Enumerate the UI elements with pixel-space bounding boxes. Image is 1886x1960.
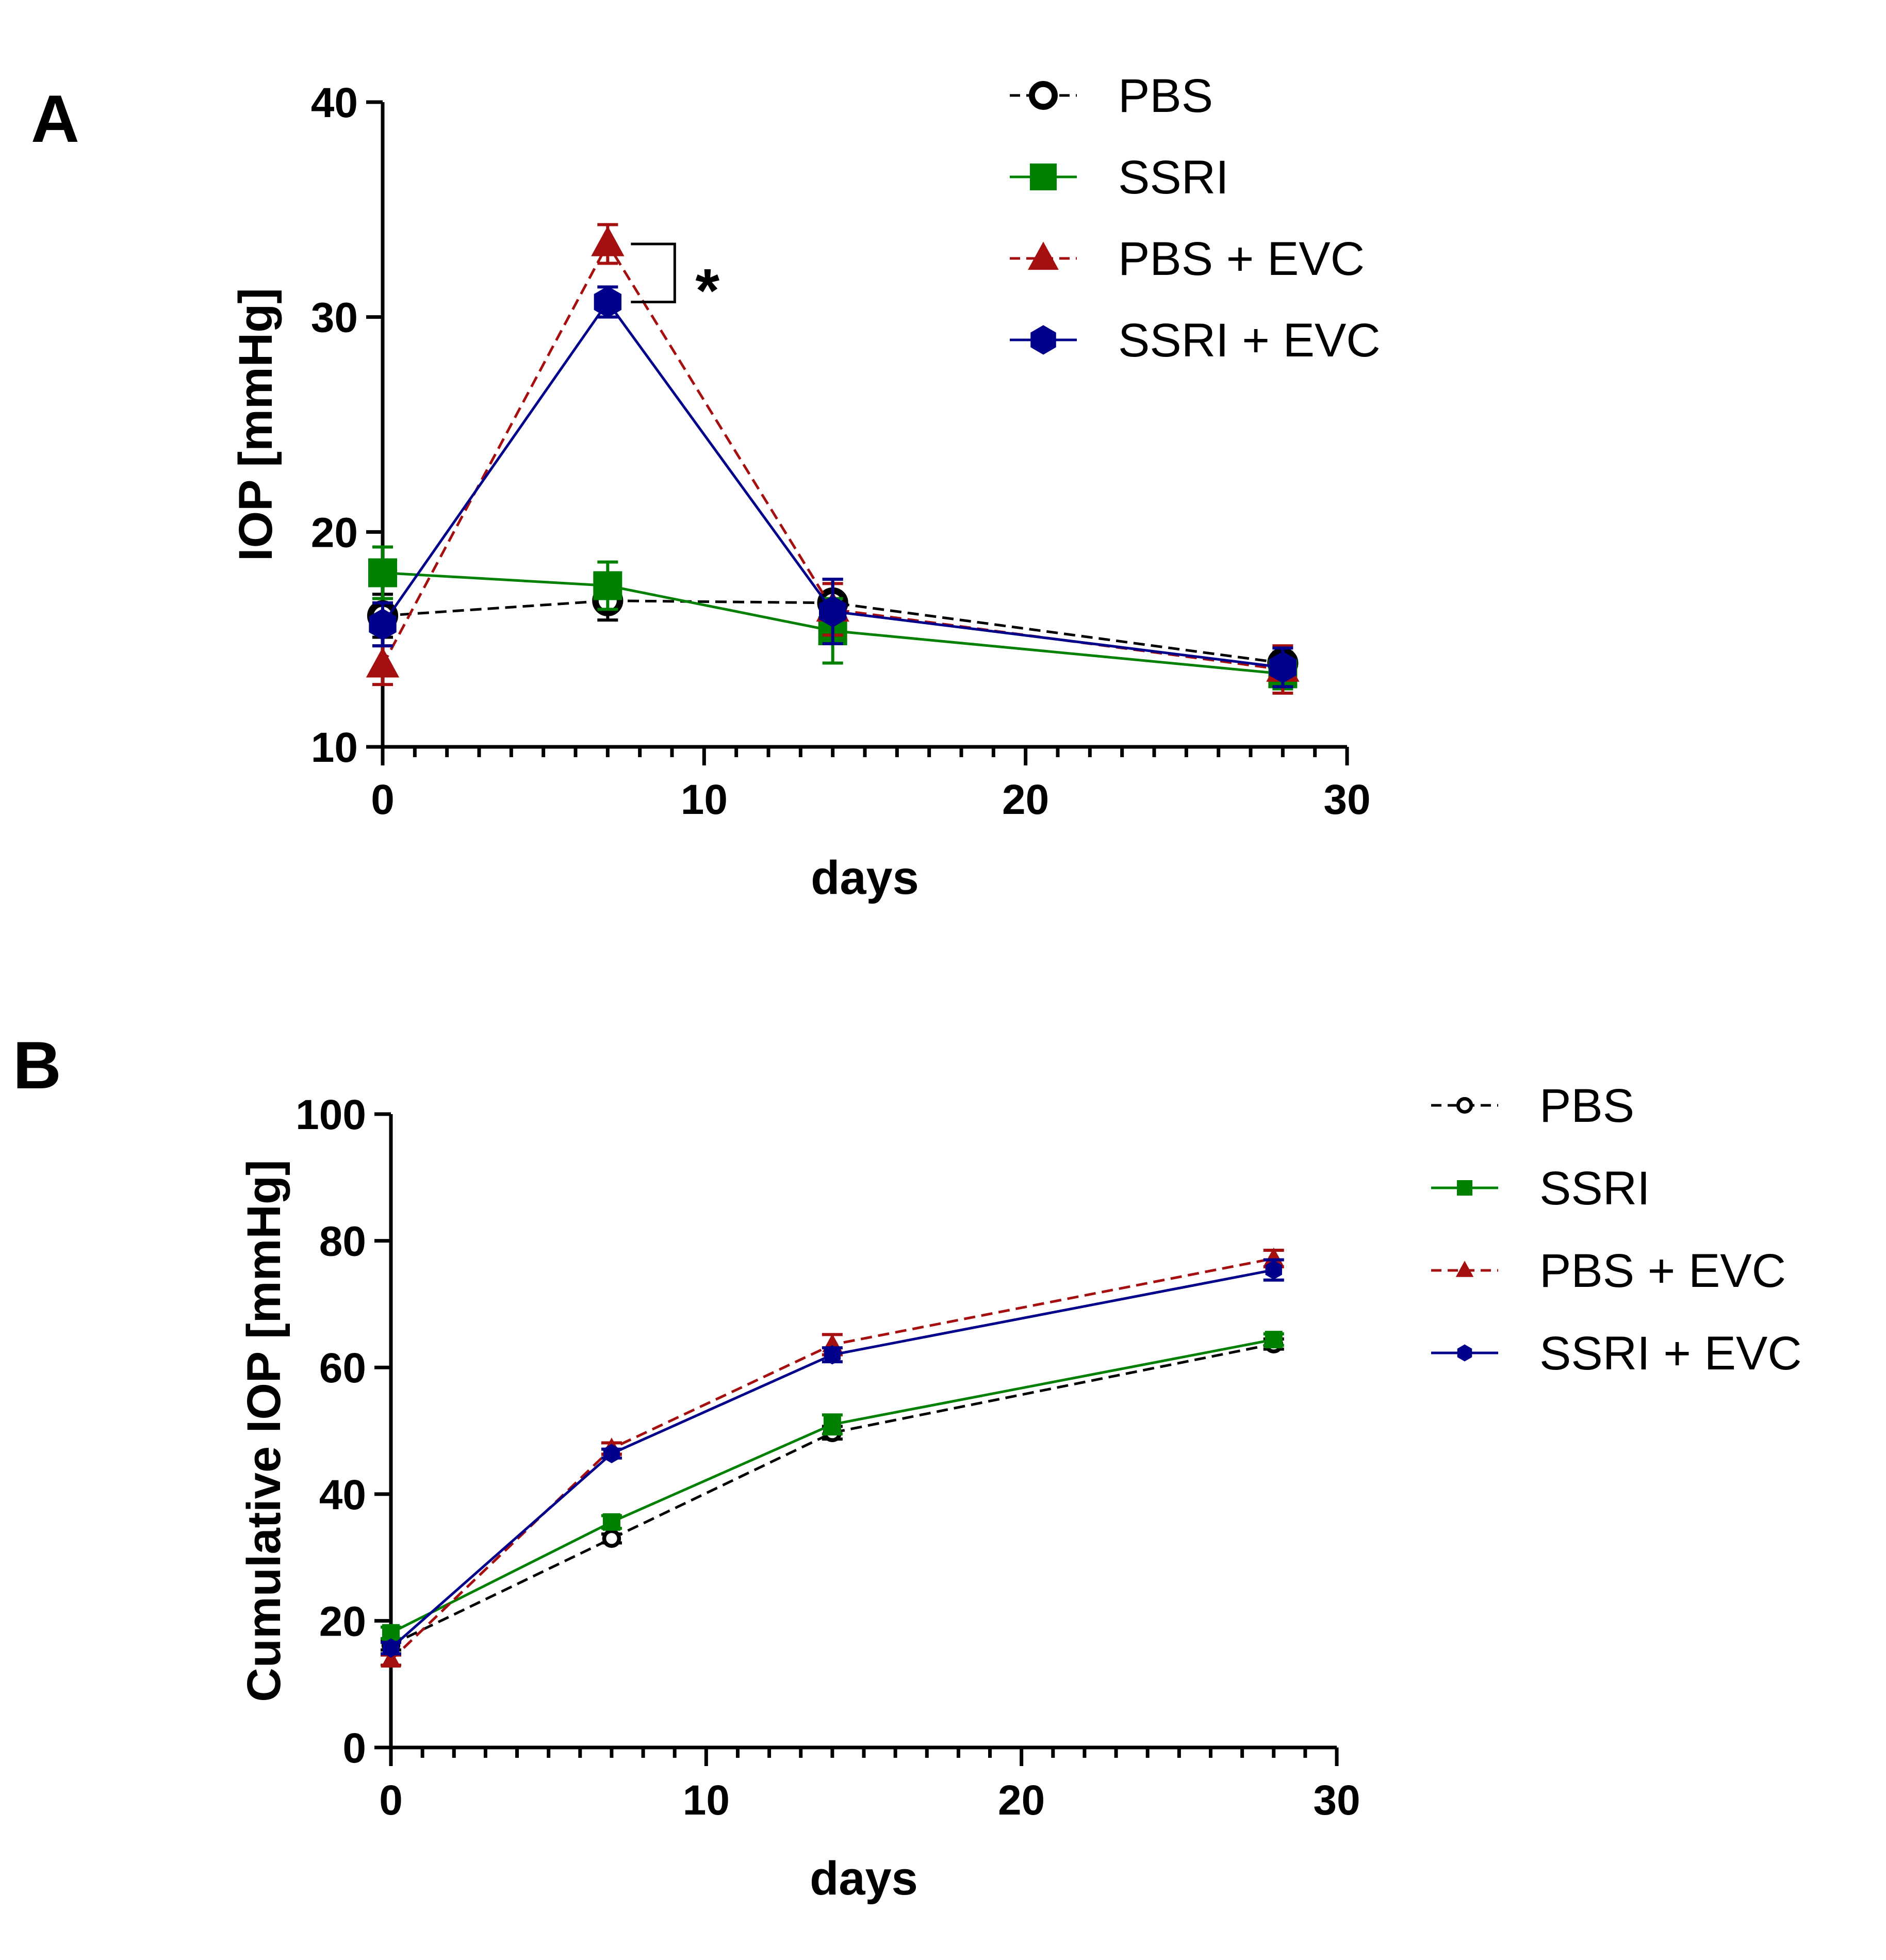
b-series-line <box>390 1343 1274 1646</box>
a-y-tick-label: 30 <box>311 295 358 341</box>
b-data-point <box>602 1529 621 1548</box>
chart-panel-b: 0 20 40 60 80 100 0 10 20 30 days Cumulative IOP [m… <box>238 1080 1802 1905</box>
a-series-line <box>381 300 1283 669</box>
a-series-line <box>382 571 1283 675</box>
b-legend-marker <box>1456 1097 1473 1114</box>
b-data-point <box>382 1638 400 1658</box>
b-x-tick-label: 30 <box>1313 1777 1360 1824</box>
a-data-point <box>593 571 622 600</box>
b-data-point <box>824 1345 841 1365</box>
a-legend-marker <box>1030 325 1056 355</box>
b-y-tick-label: 20 <box>319 1598 366 1645</box>
a-legend-marker <box>1028 241 1059 270</box>
b-data-point <box>1265 1331 1283 1349</box>
a-y-tick-label: 20 <box>311 509 358 556</box>
a-legend-marker <box>1029 81 1058 110</box>
b-data-point <box>1264 1247 1284 1266</box>
b-series-ssri <box>381 1331 1284 1642</box>
a-data-point <box>591 226 625 256</box>
b-legend-item-pbs: PBS <box>1431 1080 1634 1132</box>
b-legend-item-ssri-plus-evc: SSRI + EVC <box>1431 1327 1802 1380</box>
b-y-tick-label: 80 <box>319 1218 366 1265</box>
b-data-point <box>602 1513 620 1531</box>
b-x-tick-label: 10 <box>683 1777 730 1824</box>
a-legend-label: SSRI + EVC <box>1118 314 1381 367</box>
b-legend-label: SSRI <box>1539 1162 1650 1215</box>
b-series-line <box>390 1338 1274 1634</box>
b-x-axis-title: days <box>810 1852 918 1905</box>
b-series-line <box>390 1268 1274 1649</box>
b-y-tick-label: 40 <box>319 1472 366 1518</box>
b-data-point <box>1265 1260 1282 1280</box>
b-legend-marker <box>1457 1344 1472 1362</box>
a-series-line <box>382 599 1283 664</box>
b-legend-item-ssri: SSRI <box>1431 1162 1650 1215</box>
a-y-axis-title: IOP [mmHg] <box>229 288 282 561</box>
b-legend-label: SSRI + EVC <box>1539 1327 1802 1380</box>
b-data-point <box>823 1415 841 1433</box>
a-data-point <box>1269 651 1297 683</box>
b-series-pbs-plus-evc <box>381 1247 1284 1668</box>
a-data-point <box>594 286 622 318</box>
a-x-tick-label: 20 <box>1002 776 1049 823</box>
a-x-tick-label: 30 <box>1323 776 1370 823</box>
b-legend-label: PBS + EVC <box>1539 1245 1786 1297</box>
b-series-ssri-plus-evc <box>381 1258 1284 1658</box>
chart-panel-a: 10 20 30 40 0 10 20 30 days IOP [mmHg] PBS SSRI PBS … <box>229 70 1381 904</box>
a-legend-label: PBS + EVC <box>1118 233 1365 285</box>
a-data-point <box>368 558 397 587</box>
a-legend-label: PBS <box>1118 70 1213 122</box>
a-x-tick-label: 10 <box>681 776 728 823</box>
a-significance-marker: * <box>695 256 719 325</box>
b-x-tick-label: 0 <box>379 1777 403 1824</box>
a-series-line <box>381 241 1283 671</box>
a-legend-label: SSRI <box>1118 151 1229 204</box>
b-y-tick-label: 100 <box>296 1091 366 1138</box>
b-x-tick-label: 20 <box>998 1777 1045 1824</box>
b-legend-label: PBS <box>1539 1080 1634 1132</box>
b-data-point <box>381 1649 401 1668</box>
a-legend-item-ssri: SSRI <box>1010 151 1229 204</box>
a-legend-marker <box>1030 164 1057 190</box>
a-data-point <box>818 595 847 628</box>
a-y-tick-label: 10 <box>311 724 358 771</box>
a-legend-item-pbs: PBS <box>1010 70 1213 122</box>
b-series-line <box>390 1257 1274 1661</box>
a-data-point <box>366 647 400 678</box>
a-legend-item-ssri-plus-evc: SSRI + EVC <box>1010 314 1381 367</box>
b-series-pbs <box>381 1334 1284 1655</box>
b-legend-marker <box>1455 1261 1474 1277</box>
b-legend-item-pbs-plus-evc: PBS + EVC <box>1431 1245 1786 1297</box>
b-y-tick-label: 0 <box>342 1725 366 1772</box>
a-legend-item-pbs-plus-evc: PBS + EVC <box>1010 233 1365 285</box>
a-series-ssri-plus-evc <box>369 285 1297 689</box>
a-x-axis-title: days <box>811 852 919 904</box>
a-x-tick-label: 0 <box>371 776 395 823</box>
b-y-axis-title: Cumulative IOP [mmHg] <box>238 1159 290 1702</box>
b-data-point <box>603 1444 620 1463</box>
b-legend-marker <box>1457 1180 1472 1196</box>
panel-letter-b: B <box>13 1027 61 1103</box>
panel-letter-a: A <box>31 81 79 156</box>
b-y-tick-label: 60 <box>319 1345 366 1392</box>
a-significance-bracket <box>631 242 676 303</box>
a-data-point <box>369 608 397 641</box>
a-y-tick-label: 40 <box>311 79 358 126</box>
